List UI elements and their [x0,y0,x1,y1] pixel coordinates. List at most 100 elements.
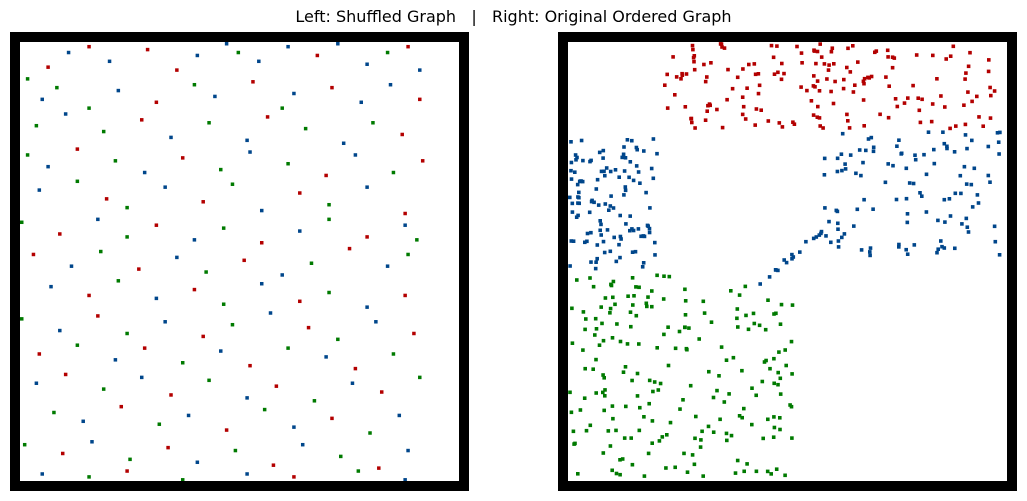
matrix-cell [75,179,80,184]
matrix-cell [403,478,407,481]
matrix-cell [843,162,847,166]
matrix-cell [819,229,824,234]
matrix-cell [774,268,778,272]
matrix-cell [69,264,74,268]
matrix-cell [897,242,901,247]
matrix-cell [834,208,839,213]
matrix-cell [262,407,267,412]
matrix-cell [139,375,144,380]
matrix-cell [618,472,622,477]
matrix-cell [945,144,949,149]
matrix-cell [628,214,632,218]
matrix-cell [832,62,836,66]
matrix-cell [905,212,910,216]
matrix-cell [772,381,776,386]
matrix-cell [871,145,876,150]
matrix-cell [730,86,735,91]
matrix-cell [163,320,167,324]
matrix-cell [601,156,605,160]
matrix-cell [966,64,971,69]
matrix-cell [705,109,709,113]
matrix-cell [788,403,792,407]
matrix-cell [624,222,628,226]
matrix-cell [966,230,971,234]
matrix-cell [815,79,820,83]
matrix-cell [776,70,780,75]
matrix-cell [750,422,754,427]
matrix-cell [611,279,616,284]
matrix-cell [213,94,217,99]
matrix-cell [783,473,787,478]
matrix-cell [90,440,94,444]
matrix-cell [997,253,1002,257]
matrix-cell [692,67,697,72]
matrix-cell [691,47,695,52]
matrix-cell [403,211,407,216]
matrix-cell [219,349,223,353]
matrix-cell [66,50,71,55]
matrix-cell [157,422,162,426]
matrix-cell [625,342,630,346]
matrix-cell [618,213,622,218]
matrix-cell [724,431,729,436]
matrix-cell [958,173,963,178]
matrix-cell [628,310,633,314]
matrix-cell [682,451,686,456]
matrix-cell [822,62,827,66]
matrix-cell [720,45,724,49]
matrix-cell [347,246,352,251]
matrix-cell [743,117,748,121]
matrix-cell [175,255,179,260]
matrix-cell [847,126,852,130]
matrix-cell [635,371,640,376]
matrix-cell [568,264,572,268]
matrix-cell [638,181,642,185]
matrix-cell [886,115,891,120]
matrix-cell [975,94,979,99]
matrix-cell [298,191,302,195]
matrix-cell [826,68,831,72]
matrix-cell [224,42,229,46]
matrix-cell [195,460,200,465]
matrix-cell [757,83,762,88]
matrix-cell [259,208,264,213]
matrix-cell [753,72,758,77]
matrix-cell [636,170,641,174]
matrix-cell [412,331,416,336]
matrix-cell [851,90,856,94]
matrix-cell [570,201,575,206]
matrix-cell [597,343,602,347]
matrix-cell [811,84,816,88]
matrix-cell [622,436,627,440]
matrix-cell [630,462,635,467]
matrix-cell [125,235,129,239]
matrix-cell [626,294,630,298]
matrix-cell [403,293,407,298]
matrix-cell [690,120,694,125]
matrix-cell [611,206,616,210]
matrix-cell [818,42,822,46]
matrix-cell [722,400,727,404]
matrix-cell [634,285,638,289]
matrix-cell [368,431,372,435]
matrix-cell [20,317,24,321]
matrix-cell [823,206,827,210]
matrix-cell [406,44,410,49]
matrix-cell [771,55,776,60]
matrix-cell [87,293,91,298]
matrix-cell [692,462,697,467]
matrix-cell [757,323,762,328]
matrix-cell [647,378,652,383]
matrix-cell [774,467,779,471]
matrix-cell [722,46,727,50]
matrix-cell [977,115,981,119]
matrix-cell [685,347,689,352]
matrix-cell [631,228,636,233]
matrix-cell [725,438,729,443]
matrix-cell [589,199,594,204]
matrix-cell [665,106,670,110]
matrix-cell [818,124,822,128]
matrix-cell [403,223,407,227]
matrix-cell [827,63,831,67]
matrix-cell [780,61,784,66]
